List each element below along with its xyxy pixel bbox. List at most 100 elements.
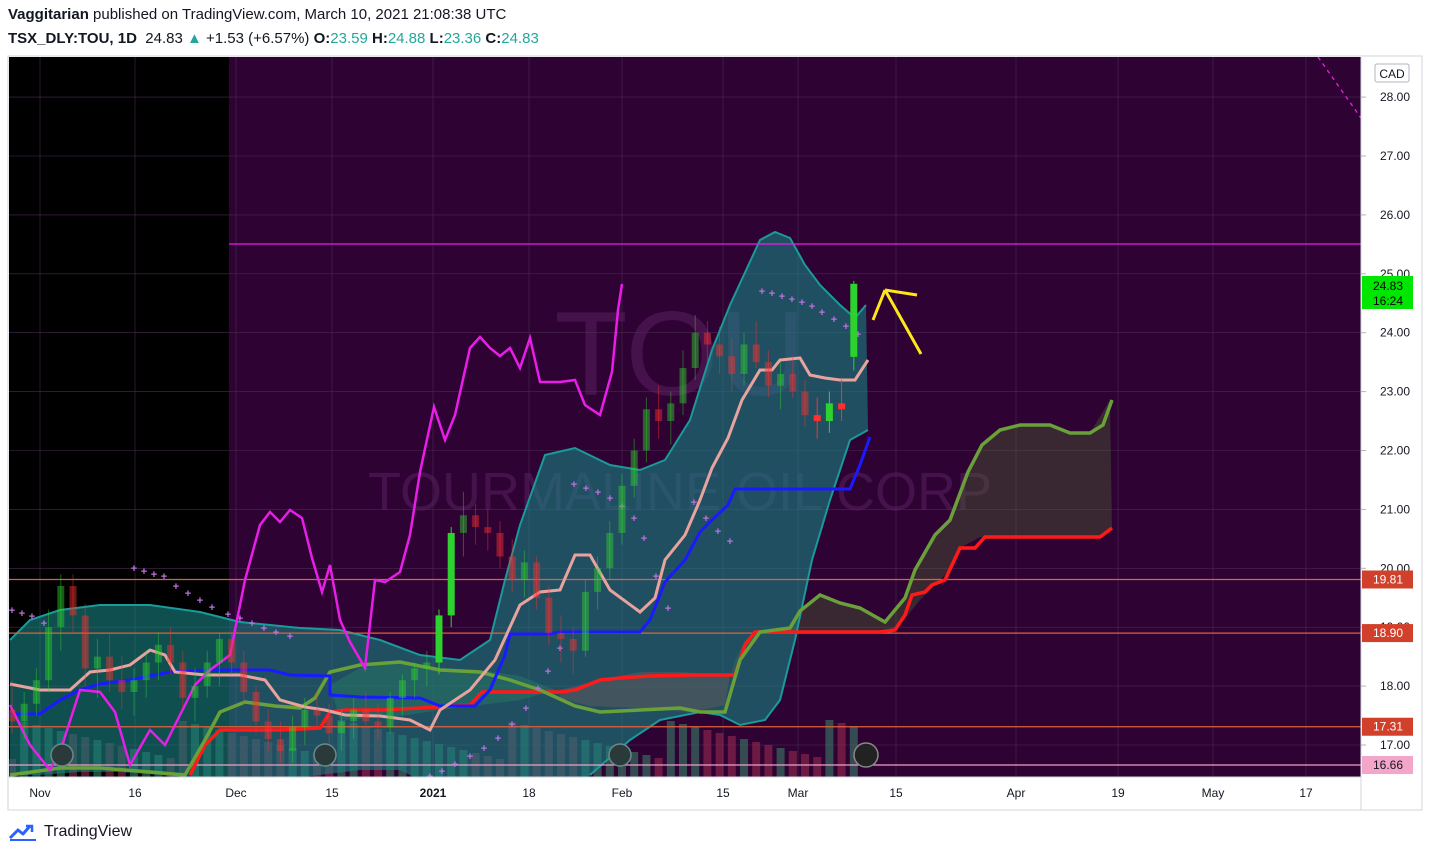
author-name[interactable]: Vaggitarian [8, 6, 89, 23]
candle-body [630, 450, 638, 486]
psar-dot: + [481, 743, 487, 755]
close-label: C: [485, 30, 502, 47]
footer-brand-text: TradingView [44, 823, 133, 840]
volume-bar [727, 736, 736, 777]
x-tick-label: Nov [29, 786, 50, 800]
psar-dot: + [41, 618, 47, 630]
psar-dot: + [185, 588, 191, 600]
candle-body [508, 556, 516, 581]
candle-body [179, 662, 187, 698]
candle-body [215, 638, 223, 663]
psar-dot: + [249, 618, 255, 630]
candle-body [447, 532, 455, 616]
psar-dot: + [209, 602, 215, 614]
open-value: 23.59 [330, 30, 368, 47]
psar-dot: + [809, 301, 815, 313]
dividend-marker-1[interactable] [50, 743, 74, 767]
candle-body [289, 727, 297, 751]
candle-body [9, 709, 16, 722]
low-value: 23.36 [443, 30, 482, 47]
earnings-marker[interactable] [853, 742, 879, 768]
x-tick-label: 15 [716, 786, 730, 800]
psar-dot: + [779, 291, 785, 303]
bollinger-fill [10, 232, 868, 777]
level-badge-text: 17.31 [1373, 720, 1403, 734]
candle-body [459, 515, 467, 533]
psar-dot: + [571, 479, 577, 491]
candle-body [838, 403, 846, 410]
arrow-head-left [871, 289, 887, 321]
psar-dot: + [535, 683, 541, 695]
level-badge [1362, 624, 1413, 643]
psar-dot: + [427, 771, 433, 783]
psar-dot: + [197, 595, 203, 607]
candle-body [301, 709, 309, 728]
published-text: published on TradingView.com, March 10, … [93, 6, 507, 23]
annotation-arrow[interactable] [871, 288, 923, 355]
psar-dot: + [819, 307, 825, 319]
dividend-marker-3[interactable] [608, 743, 632, 767]
x-axis[interactable]: Nov 16 Dec 15 2021 18 Feb 15 Mar 15 Apr 19 May 17 [8, 776, 1361, 800]
volume-bar [788, 751, 797, 777]
candle-body [545, 597, 553, 634]
span-b-line [188, 526, 1114, 776]
candle-body [764, 362, 772, 386]
candle-body [350, 709, 358, 722]
psar-dot: + [237, 613, 243, 625]
dividend-marker-2[interactable] [313, 743, 337, 767]
kijun-line [10, 436, 872, 716]
candle-body [154, 644, 162, 663]
candle-body [777, 373, 785, 386]
candle-body [581, 591, 589, 651]
footer-brand[interactable]: TradingView [8, 822, 132, 842]
x-tick-label: 15 [889, 786, 903, 800]
x-tick-label: 18 [522, 786, 536, 800]
candle-body [520, 562, 528, 581]
parabolic-sar: + + + + + + + + + + + + + + + + + + + + + + + + + + + + + + + + + + + + + + + +… [9, 286, 861, 783]
psar-dot: + [439, 766, 445, 778]
psar-dot: + [607, 493, 613, 505]
y-tick-label: 17.00 [1380, 738, 1410, 752]
psar-dot: + [631, 513, 637, 525]
candle-body [752, 344, 760, 363]
high-value: 24.88 [387, 30, 426, 47]
candle-body [191, 686, 199, 698]
candle-body [203, 662, 211, 687]
psar-dot: + [799, 297, 805, 309]
y-tick-label: 24.00 [1380, 326, 1410, 340]
y-tick-label: 26.00 [1380, 208, 1410, 222]
candle-body [825, 403, 833, 422]
candle-body [264, 721, 272, 740]
chikou-line [9, 283, 624, 773]
candle-body [45, 627, 53, 681]
candle-body [69, 585, 77, 616]
candle-body [740, 344, 748, 374]
psar-dot: + [727, 536, 733, 548]
psar-dot: + [715, 526, 721, 538]
currency-badge[interactable]: CAD [1374, 63, 1410, 83]
candle-body [386, 697, 394, 728]
candle-body [850, 283, 858, 357]
volume-bar [666, 721, 675, 777]
candle-body [228, 638, 236, 663]
level-badge [1362, 570, 1413, 589]
candle-body [32, 680, 40, 704]
candle-body [130, 680, 138, 692]
psar-dot: + [225, 609, 231, 621]
price-level-badges: 19.81 18.90 17.31 16.66 [1362, 570, 1413, 775]
y-tick-label: 21.00 [1380, 502, 1410, 516]
volume-bar [752, 742, 761, 777]
candle-body [313, 709, 321, 716]
tradingview-logo-icon [8, 824, 36, 841]
candle-body [325, 715, 333, 734]
candle-body [496, 532, 504, 557]
event-markers [50, 742, 879, 768]
candle-body [276, 739, 284, 751]
level-badge-text: 19.81 [1373, 572, 1403, 586]
bollinger-lower [589, 429, 869, 776]
psar-dot: + [641, 533, 647, 545]
psar-dot: + [29, 611, 35, 623]
psar-dot: + [509, 719, 515, 731]
bollinger-upper [9, 230, 867, 662]
